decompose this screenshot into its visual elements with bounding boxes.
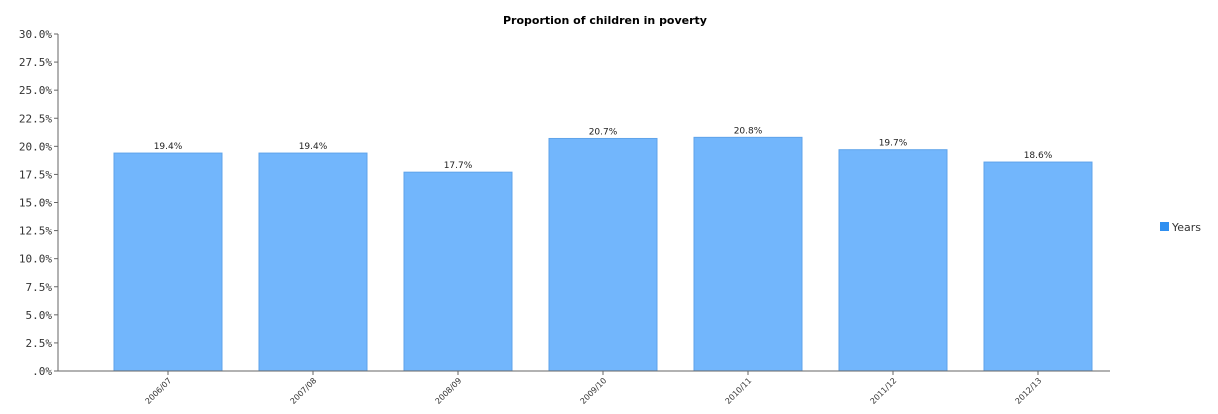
y-tick-label: 30.0% <box>19 28 52 41</box>
bar <box>404 172 512 371</box>
data-label: 17.7% <box>444 161 473 171</box>
y-tick-label: 17.5% <box>19 168 52 181</box>
y-tick-label: 5.0% <box>26 309 53 322</box>
data-label: 19.4% <box>154 142 183 152</box>
x-axis: 2006/07 2007/08 2008/09 2009/10 2010/11 2011/… <box>58 371 1110 406</box>
bar <box>549 138 657 371</box>
x-tick-label: 2008/09 <box>434 376 464 406</box>
legend-label: Years <box>1171 221 1201 234</box>
y-tick-label: 22.5% <box>19 112 52 125</box>
bars: 19.4% 19.4% 17.7% 20.7% 20.8% 19.7% 18.6% <box>114 126 1092 371</box>
x-tick-label: 2011/12 <box>869 376 899 406</box>
data-label: 19.7% <box>879 139 908 149</box>
legend-swatch <box>1160 222 1169 231</box>
y-tick-label: 12.5% <box>19 225 52 238</box>
data-label: 18.6% <box>1024 151 1053 161</box>
x-tick-label: 2006/07 <box>144 376 174 406</box>
data-label: 19.4% <box>299 142 328 152</box>
bar <box>259 153 367 371</box>
y-tick-label: 7.5% <box>26 281 53 294</box>
y-tick-label: 2.5% <box>26 337 53 350</box>
y-tick-label: 20.0% <box>19 140 52 153</box>
x-tick-label: 2009/10 <box>579 376 609 406</box>
y-tick-label: 10.0% <box>19 253 52 266</box>
y-tick-label: 25.0% <box>19 84 52 97</box>
bar <box>839 150 947 371</box>
bar <box>114 153 222 371</box>
data-label: 20.7% <box>589 127 618 137</box>
y-axis: .0% 2.5% 5.0% 7.5% 10.0% 12.5% 15.0% 17.5% 20.0%… <box>19 28 58 378</box>
chart-title: Proportion of children in poverty <box>503 14 707 27</box>
legend: Years <box>1160 221 1201 234</box>
y-tick-label: 27.5% <box>19 56 52 69</box>
x-tick-label: 2012/13 <box>1014 376 1044 406</box>
data-label: 20.8% <box>734 126 763 136</box>
y-tick-label: .0% <box>32 365 52 378</box>
bar <box>694 137 802 371</box>
x-tick-label: 2007/08 <box>289 376 319 406</box>
x-tick-label: 2010/11 <box>724 376 754 406</box>
bar <box>984 162 1092 371</box>
y-tick-label: 15.0% <box>19 197 52 210</box>
